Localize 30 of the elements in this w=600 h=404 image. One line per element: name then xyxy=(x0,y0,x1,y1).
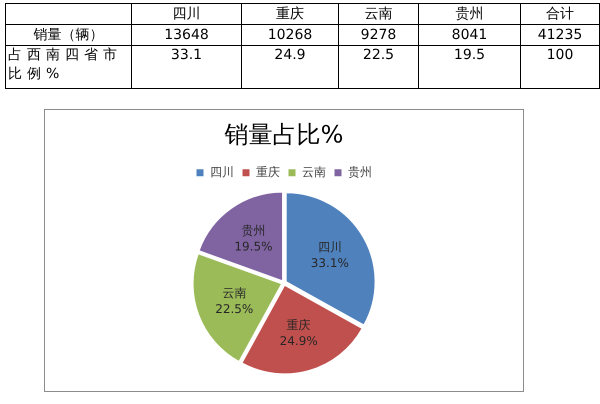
data-label: 100 xyxy=(520,46,600,88)
category-label: 四川 xyxy=(132,4,242,24)
slice-label: 四川 xyxy=(318,240,342,254)
slice-label: 云南 xyxy=(222,286,246,300)
category-label: 重庆 xyxy=(242,4,338,24)
legend-label: 贵州 xyxy=(348,165,372,180)
data-label: 9278 xyxy=(338,24,418,46)
text: 占西南四省市比例% xyxy=(6,46,132,88)
data-label: 41235 xyxy=(520,24,600,46)
data-label: 33.1% xyxy=(310,256,349,270)
data-label: 22.5 xyxy=(338,46,418,88)
legend-label: 云南 xyxy=(302,165,326,180)
chart-title: 销量占比% xyxy=(224,120,344,149)
slice-label: 重庆 xyxy=(286,318,311,332)
data-label: 13648 xyxy=(132,24,242,46)
data-label: 24.9% xyxy=(280,334,318,348)
legend-label: 四川 xyxy=(210,165,234,180)
data-label: 19.5 xyxy=(418,46,520,88)
data-label: 33.1 xyxy=(132,46,242,88)
slice-label: 贵州 xyxy=(241,224,266,238)
data-label: 10268 xyxy=(242,24,338,46)
legend-label: 重庆 xyxy=(256,165,280,180)
data-label: 19.5% xyxy=(234,240,272,254)
data-label: 24.9 xyxy=(242,46,338,88)
data-label: 8041 xyxy=(418,24,520,46)
category-label: 云南 xyxy=(338,4,418,24)
category-label: 合计 xyxy=(520,4,600,24)
category-label: 贵州 xyxy=(418,4,520,24)
text: 销量（辆） xyxy=(6,24,132,46)
data-label: 22.5% xyxy=(215,302,254,316)
